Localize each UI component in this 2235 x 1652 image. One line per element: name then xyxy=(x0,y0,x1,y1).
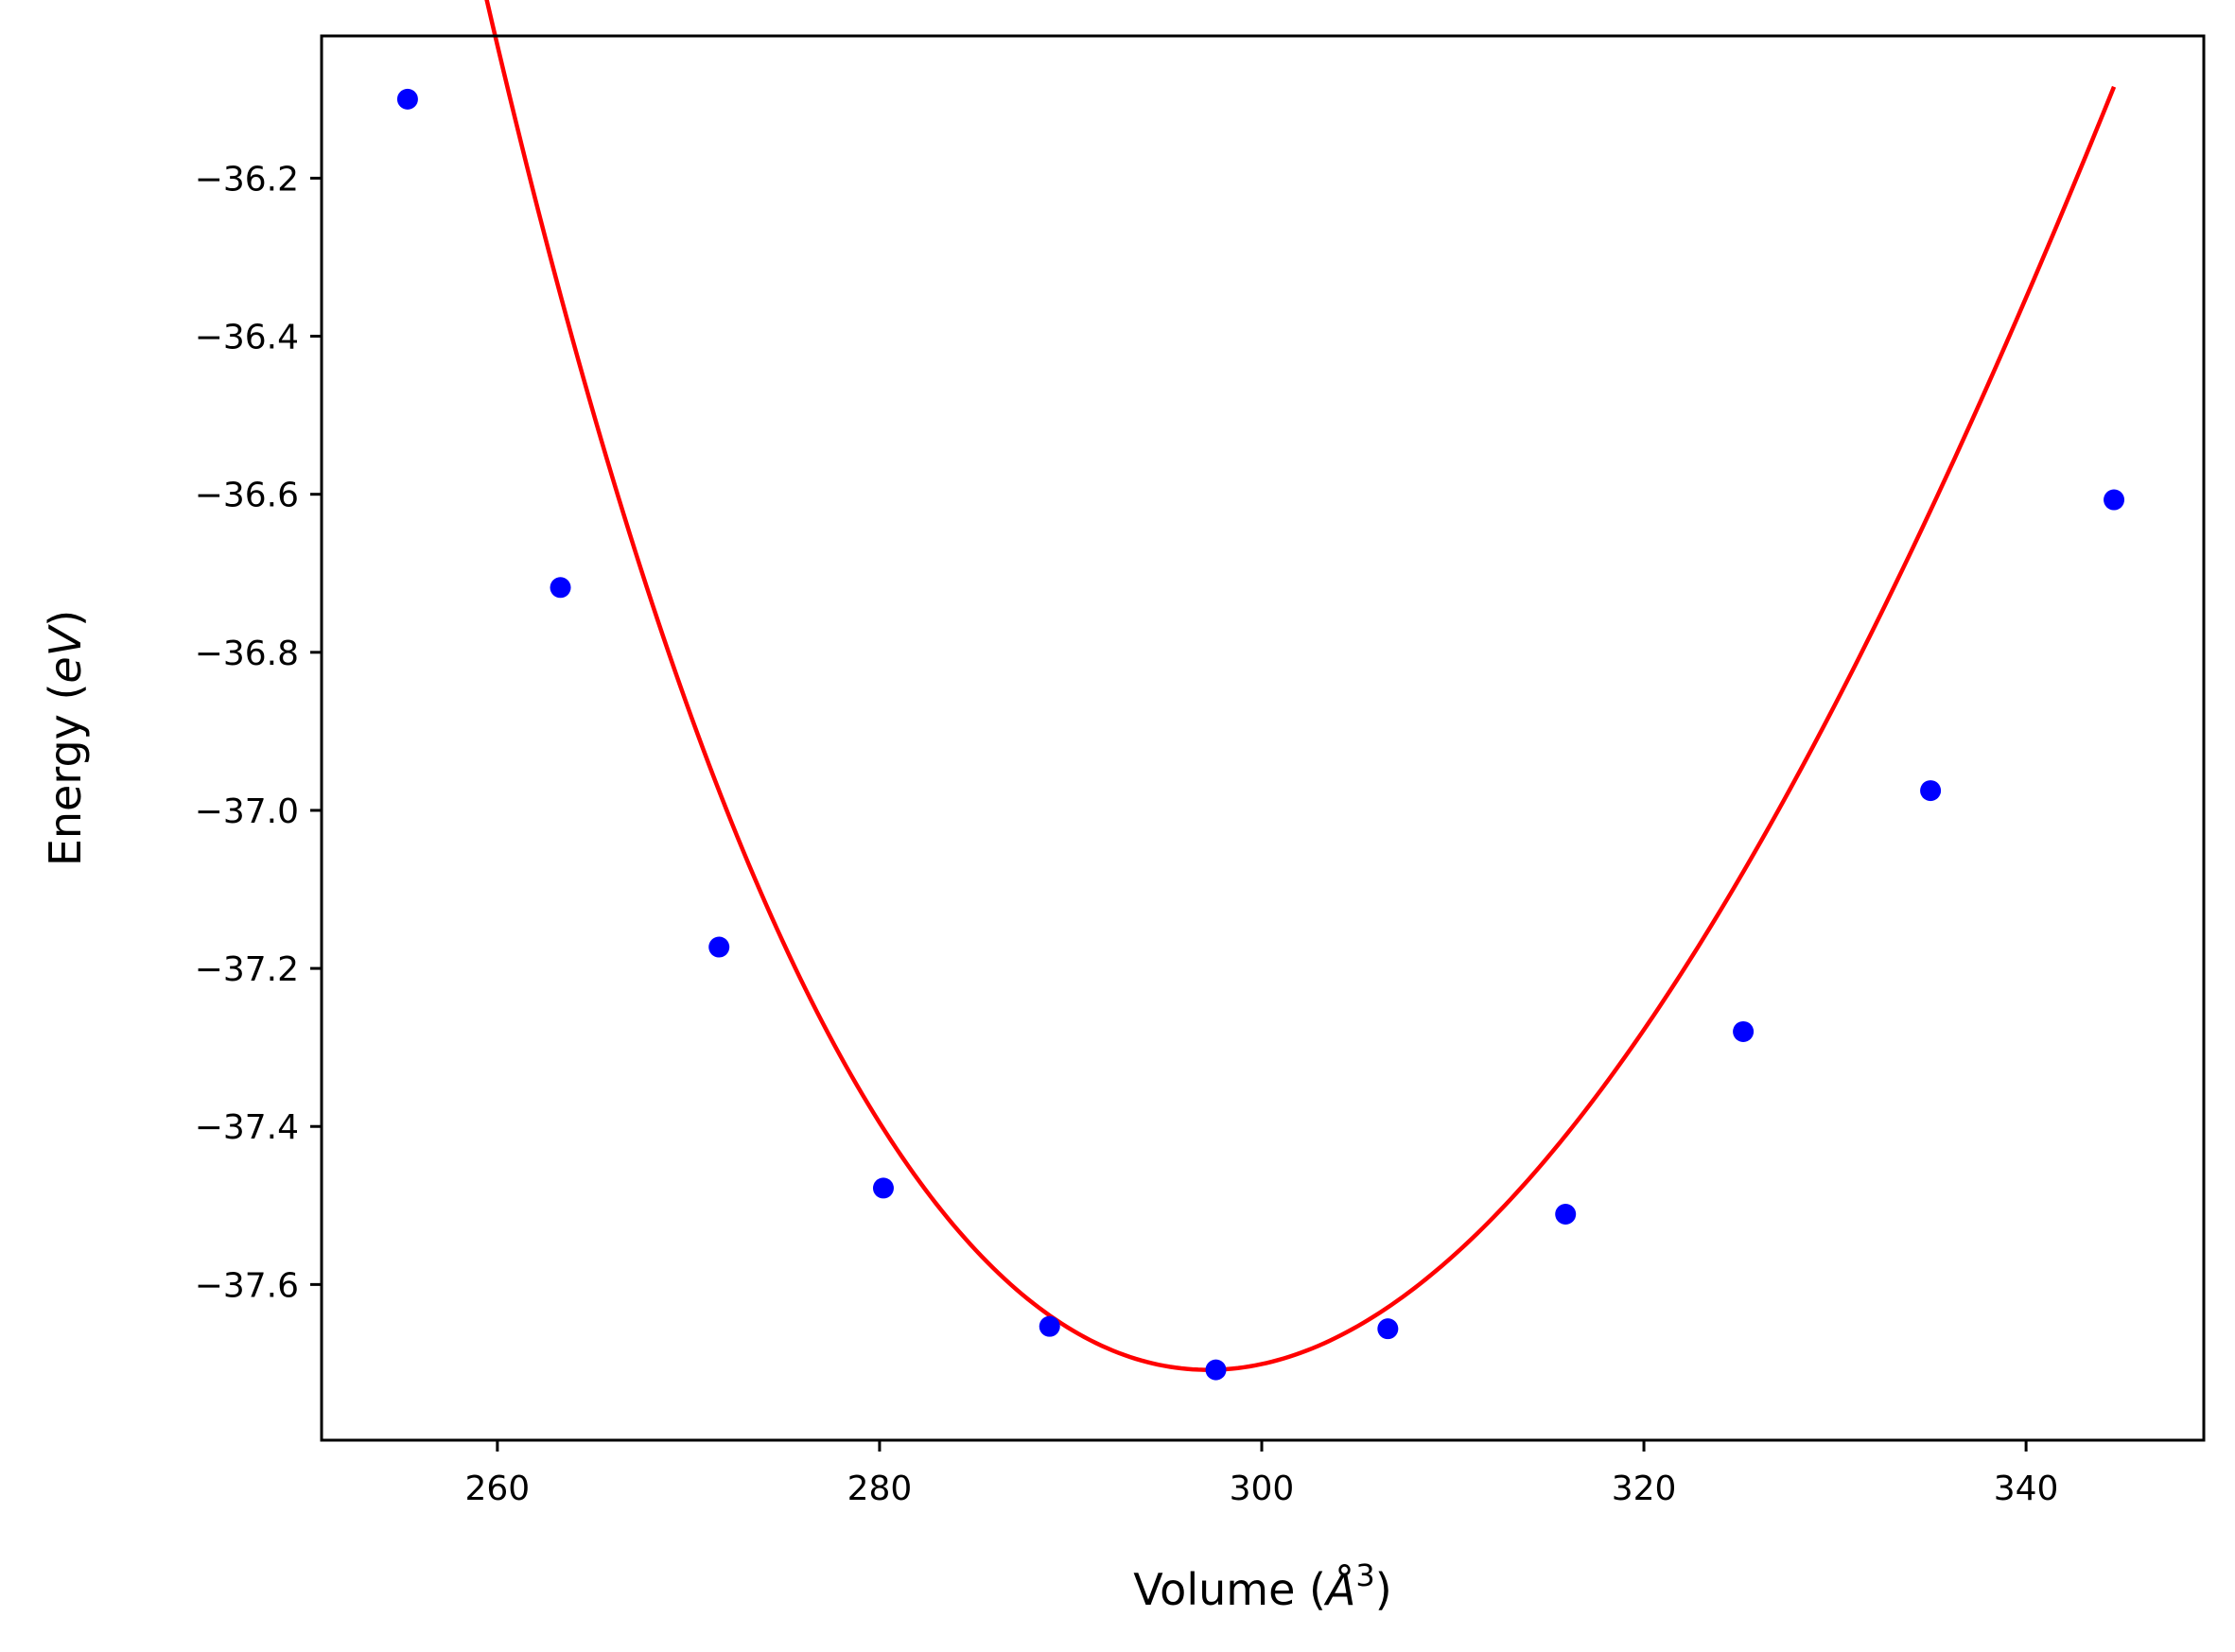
x-tick-label: 320 xyxy=(1612,1469,1677,1508)
x-tick-label: 260 xyxy=(465,1469,531,1508)
y-axis-ticks: −36.2 −36.4 −36.6 −36.8 −37.0 −37.2 −37.4 −37.6 xyxy=(195,160,322,1305)
y-tick-label: −36.4 xyxy=(195,319,299,357)
data-point xyxy=(708,936,730,958)
y-tick-label: −37.4 xyxy=(195,1108,299,1147)
x-tick-label: 340 xyxy=(1994,1469,2059,1508)
data-point xyxy=(872,1177,894,1199)
y-tick-label: −37.2 xyxy=(195,950,299,989)
y-tick-label: −36.8 xyxy=(195,635,299,673)
data-point xyxy=(1920,780,1942,802)
data-point xyxy=(1377,1318,1399,1340)
data-point xyxy=(1555,1203,1577,1225)
plot-area xyxy=(396,0,2125,1381)
y-tick-label: −36.6 xyxy=(195,477,299,515)
x-tick-label: 300 xyxy=(1230,1469,1295,1508)
data-point xyxy=(550,577,571,599)
data-point xyxy=(396,88,418,110)
y-tick-label: −37.6 xyxy=(195,1266,299,1305)
x-tick-label: 280 xyxy=(847,1469,913,1508)
y-tick-label: −36.2 xyxy=(195,160,299,199)
data-point xyxy=(1205,1359,1227,1381)
data-point xyxy=(1039,1315,1060,1337)
x-axis-ticks: 260 280 300 320 340 xyxy=(465,1440,2059,1508)
y-tick-label: −37.0 xyxy=(195,792,299,831)
y-axis-label: Energy (eV) xyxy=(40,610,91,866)
data-point xyxy=(2104,489,2125,511)
data-point xyxy=(1733,1020,1755,1042)
fit-curve xyxy=(484,0,2117,1372)
x-axis-label: Volume (Å3) xyxy=(1133,1557,1391,1615)
